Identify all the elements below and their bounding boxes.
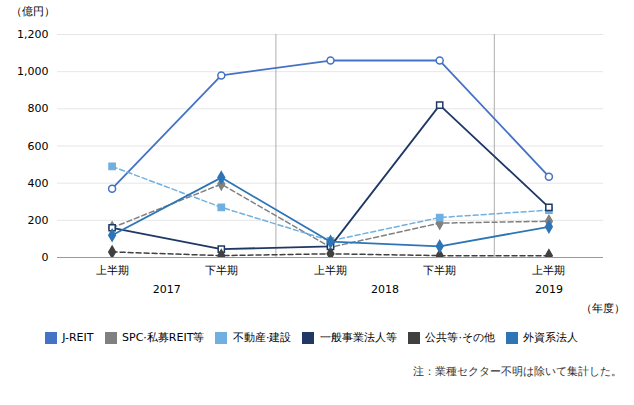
- svg-text:600: 600: [28, 140, 49, 153]
- html-text:不動産·建設: 不動産·建設: [232, 331, 292, 344]
- svg-text:400: 400: [28, 177, 49, 190]
- svg-text:2017: 2017: [153, 283, 181, 296]
- html-text:注：業種セクター不明は除いて集計した。: 注：業種セクター不明は除いて集計した。: [413, 364, 622, 378]
- svg-text:0: 0: [42, 251, 49, 264]
- html-text:SPC·私募REIT等: SPC·私募REIT等: [122, 331, 205, 344]
- svg-text:上半期: 上半期: [532, 264, 565, 277]
- svg-text:上半期: 上半期: [96, 264, 129, 277]
- svg-text:（億円）: （億円）: [11, 5, 55, 18]
- svg-text:下半期: 下半期: [423, 264, 456, 277]
- svg-text:下半期: 下半期: [205, 264, 238, 277]
- html-text:公共等·その他: 公共等·その他: [425, 331, 495, 344]
- svg-text:（年度）: （年度）: [581, 302, 625, 315]
- svg-text:1,200: 1,200: [17, 28, 49, 41]
- svg-text:2018: 2018: [371, 283, 399, 296]
- svg-text:上半期: 上半期: [314, 264, 347, 277]
- html-text:外資系法人: 外資系法人: [523, 331, 579, 344]
- svg-text:800: 800: [28, 102, 49, 115]
- svg-text:2019: 2019: [535, 283, 563, 296]
- svg-text:200: 200: [28, 214, 49, 227]
- html-text:J-REIT: J-REIT: [62, 331, 94, 344]
- html-text:一般事業法人等: 一般事業法人等: [319, 331, 397, 344]
- svg-text:1,000: 1,000: [17, 65, 49, 78]
